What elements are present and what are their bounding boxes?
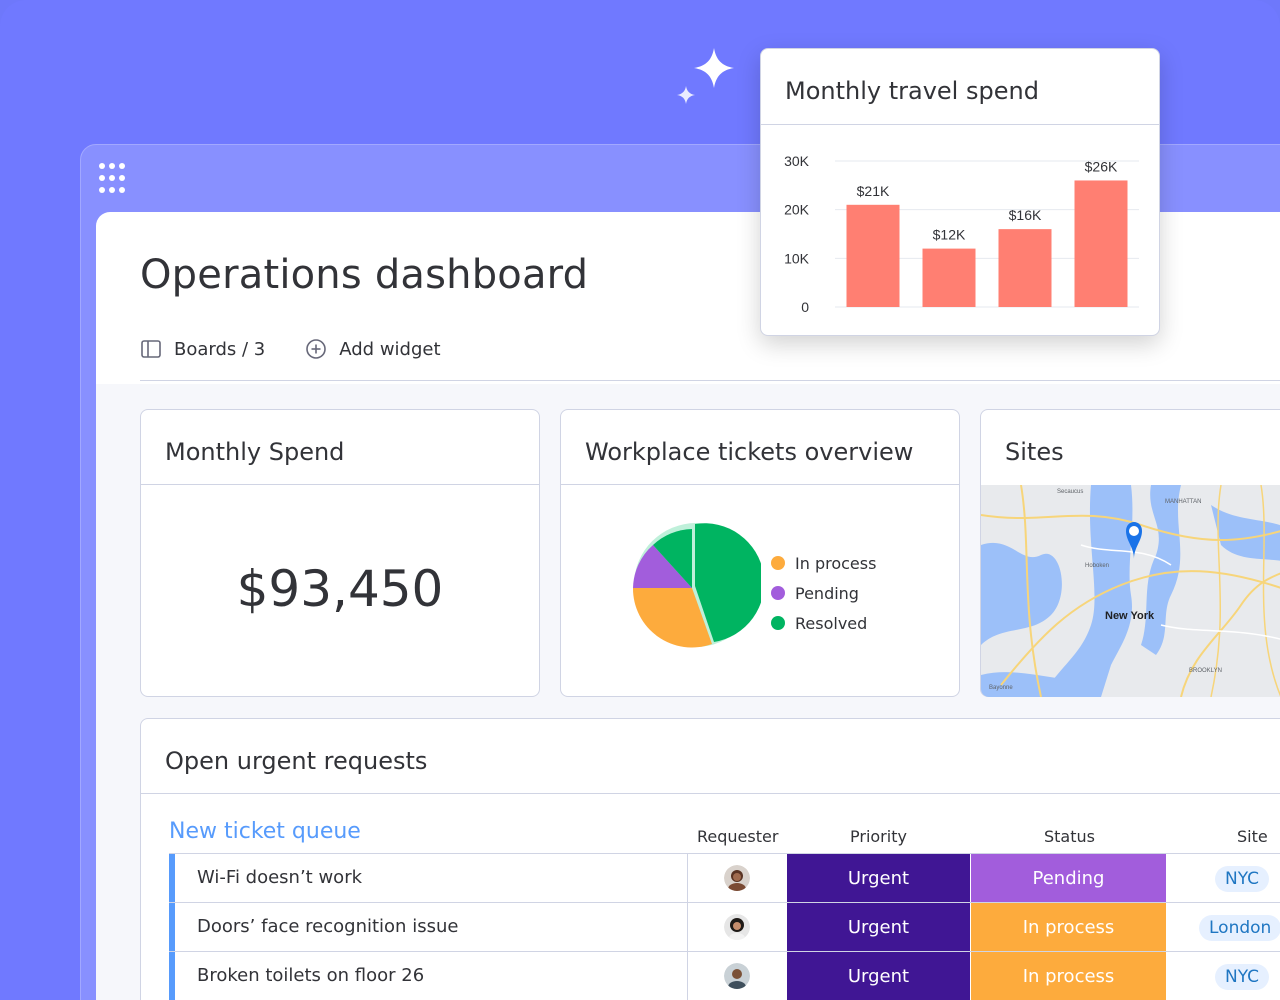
widgets-area: Monthly Spend $93,450 Workplace tickets … — [96, 384, 1280, 1000]
bar-data-label: $21K — [857, 183, 890, 199]
map-label-hoboken: Hoboken — [1085, 563, 1109, 569]
site-chip[interactable]: NYC — [1215, 964, 1270, 990]
monthly-spend-value: $93,450 — [236, 560, 444, 618]
group-color-bar — [169, 903, 175, 952]
chart-bar[interactable] — [846, 204, 900, 307]
page-title: Operations dashboard — [140, 252, 589, 298]
legend-dot — [771, 586, 785, 600]
toolbar-divider — [140, 380, 1280, 381]
group-color-bar — [169, 952, 175, 1000]
bar-data-label: $26K — [1085, 158, 1118, 174]
column-header-status[interactable]: Status — [1044, 827, 1095, 846]
urgent-requests-title: Open urgent requests — [165, 747, 428, 775]
priority-cell[interactable]: Urgent — [787, 952, 970, 1000]
add-widget-label: Add widget — [339, 338, 441, 360]
priority-cell[interactable]: Urgent — [787, 854, 970, 903]
status-cell[interactable]: Pending — [971, 854, 1166, 903]
travel-spend-chart[interactable]: 0 10K 20K 30K $21K $12K $16K $26K — [761, 125, 1159, 335]
sparkle-small-icon — [677, 86, 695, 104]
priority-cell[interactable]: Urgent — [787, 903, 970, 952]
site-chip[interactable]: NYC — [1215, 866, 1270, 892]
legend-item-in-process: In process — [771, 548, 876, 578]
sites-map[interactable]: New York Hoboken MANHATTAN BROOKLYN Seca… — [981, 485, 1280, 697]
avatar[interactable] — [724, 914, 750, 940]
table-row[interactable]: Doors’ face recognition issue Urgent In … — [169, 902, 1280, 952]
status-cell[interactable]: In process — [971, 903, 1166, 952]
apps-grid-icon[interactable] — [99, 163, 131, 195]
tickets-pie-chart[interactable] — [631, 520, 761, 650]
tickets-overview-widget[interactable]: Workplace tickets overview In process Pe… — [560, 409, 960, 697]
y-tick-label: 20K — [784, 202, 810, 218]
item-name[interactable]: Wi-Fi doesn’t work — [197, 867, 363, 888]
card-divider — [141, 484, 539, 485]
pie-slice-resolved-top — [653, 529, 692, 588]
dashboard-panel: Operations dashboard Boards / 3 Add widg… — [96, 212, 1280, 1000]
legend-dot — [771, 616, 785, 630]
avatar[interactable] — [724, 963, 750, 989]
monthly-spend-title: Monthly Spend — [165, 438, 345, 466]
status-cell[interactable]: In process — [971, 952, 1166, 1000]
column-divider — [687, 854, 688, 903]
add-widget-button[interactable]: Add widget — [305, 338, 441, 360]
travel-spend-widget[interactable]: Monthly travel spend 0 10K 20K 30K $21K $12K $… — [760, 48, 1160, 336]
legend-item-pending: Pending — [771, 578, 876, 608]
chart-bar[interactable] — [1074, 180, 1128, 307]
y-tick-label: 30K — [784, 153, 810, 169]
urgent-requests-widget[interactable]: Open urgent requests New ticket queue Re… — [140, 718, 1280, 1000]
legend-label: Pending — [795, 583, 859, 603]
pie-slice-resolved — [695, 523, 761, 642]
map-pin-icon[interactable] — [1126, 522, 1142, 559]
avatar[interactable] — [724, 865, 750, 891]
pie-slice-in-process — [632, 588, 712, 648]
map-label-manhattan: MANHATTAN — [1165, 499, 1201, 505]
map-graphic: New York Hoboken MANHATTAN BROOKLYN Seca… — [981, 485, 1280, 697]
sites-widget[interactable]: Sites — [980, 409, 1280, 697]
bar-data-label: $16K — [1009, 207, 1042, 223]
tickets-overview-title: Workplace tickets overview — [585, 438, 914, 466]
group-color-bar — [169, 854, 175, 903]
map-label-city: New York — [1105, 610, 1155, 622]
legend-label: In process — [795, 553, 877, 573]
map-label-bayonne: Bayonne — [989, 685, 1013, 691]
sidebar-panel-icon — [141, 340, 161, 358]
plus-circle-icon — [306, 339, 327, 359]
card-divider — [761, 124, 1159, 125]
column-header-site[interactable]: Site — [1237, 827, 1268, 846]
sites-title: Sites — [1005, 438, 1064, 466]
column-divider — [687, 903, 688, 952]
legend-item-resolved: Resolved — [771, 608, 876, 638]
column-divider — [687, 952, 688, 1000]
tickets-legend: In process Pending Resolved — [771, 548, 876, 638]
bar-data-label: $12K — [933, 227, 966, 243]
chart-bar[interactable] — [998, 229, 1052, 307]
y-tick-label: 10K — [784, 250, 810, 266]
table-row[interactable]: Wi-Fi doesn’t work Urgent Pending NYC — [169, 853, 1280, 903]
card-divider — [561, 484, 959, 485]
sparkle-icon — [694, 48, 734, 88]
boards-label: Boards / 3 — [174, 338, 266, 360]
chart-bar[interactable] — [922, 248, 976, 307]
column-header-priority[interactable]: Priority — [850, 827, 907, 846]
group-title[interactable]: New ticket queue — [169, 819, 361, 844]
table-row[interactable]: Broken toilets on floor 26 Urgent In pro… — [169, 951, 1280, 1000]
dashboard-toolbar: Boards / 3 Add widget — [140, 338, 481, 360]
travel-spend-title: Monthly travel spend — [785, 77, 1039, 105]
column-header-requester[interactable]: Requester — [697, 827, 779, 846]
map-label-secaucus: Secaucus — [1057, 489, 1083, 495]
legend-label: Resolved — [795, 613, 868, 633]
pie-slice-pending — [633, 545, 692, 588]
monthly-spend-widget[interactable]: Monthly Spend $93,450 — [140, 409, 540, 697]
y-tick-label: 0 — [801, 299, 809, 315]
item-name[interactable]: Broken toilets on floor 26 — [197, 965, 425, 986]
site-chip[interactable]: London — [1199, 915, 1280, 941]
item-name[interactable]: Doors’ face recognition issue — [197, 916, 459, 937]
legend-dot — [771, 556, 785, 570]
map-label-brooklyn: BROOKLYN — [1189, 668, 1222, 674]
boards-button[interactable]: Boards / 3 — [140, 338, 265, 360]
card-divider — [141, 793, 1280, 794]
